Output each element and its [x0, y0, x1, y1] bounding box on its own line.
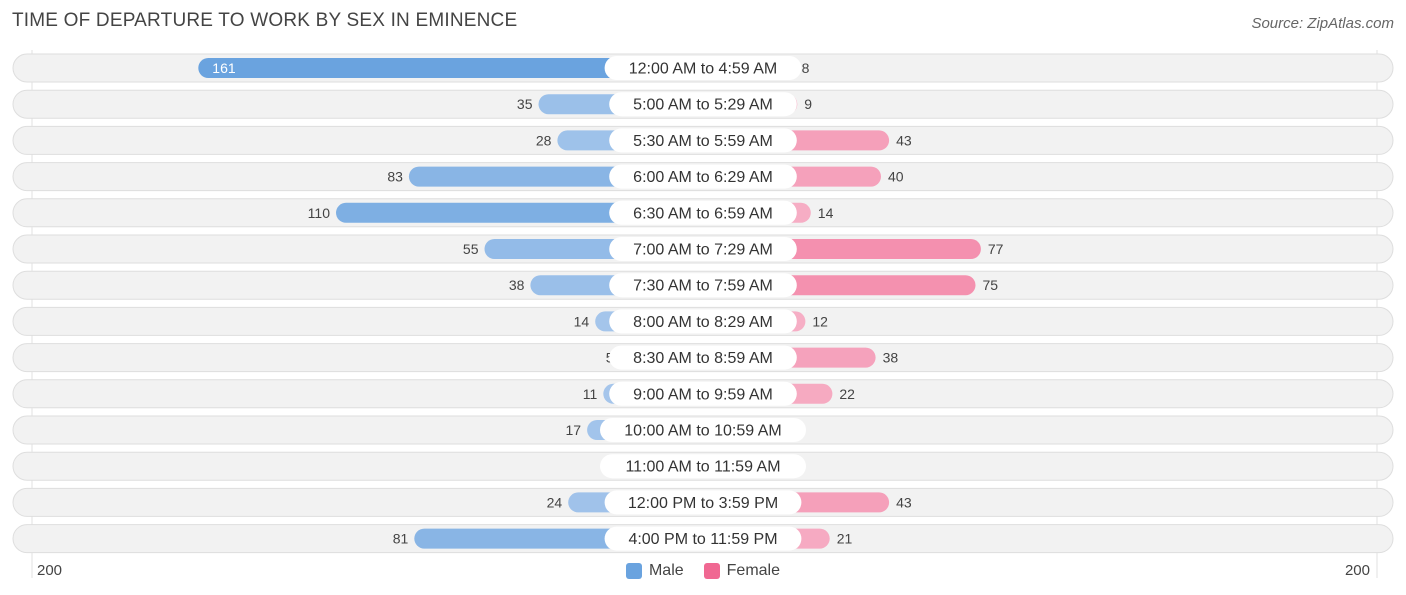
category-label: 4:00 PM to 11:59 PM: [628, 531, 777, 548]
category-label: 5:30 AM to 5:59 AM: [633, 133, 773, 150]
category-label: 12:00 AM to 4:59 AM: [629, 61, 778, 78]
value-label-female: 38: [883, 350, 899, 366]
axis-right-label: 200: [1344, 562, 1370, 579]
category-label: 12:00 PM to 3:59 PM: [628, 495, 778, 512]
value-label-female: 75: [983, 277, 999, 293]
value-label-male: 81: [393, 531, 409, 547]
axis-left-label: 200: [37, 562, 63, 579]
category-label: 6:00 AM to 6:29 AM: [633, 169, 773, 186]
category-pill: [604, 526, 802, 551]
category-label: 10:00 AM to 10:59 AM: [624, 423, 781, 440]
value-label-male: 28: [536, 132, 552, 148]
value-label-female: 43: [896, 494, 912, 510]
bar-male: [198, 58, 704, 78]
value-label-male: 110: [308, 205, 331, 221]
value-label-female: 12: [812, 313, 828, 329]
category-label: 9:00 AM to 9:59 AM: [633, 386, 773, 403]
value-label-male: 83: [387, 169, 403, 185]
category-label: 11:00 AM to 11:59 AM: [625, 459, 780, 476]
category-pill: [609, 345, 797, 370]
value-label-male: 55: [463, 241, 479, 257]
category-pill: [609, 237, 797, 261]
category-label: 7:30 AM to 7:59 AM: [633, 278, 773, 295]
category-pill: [609, 273, 797, 298]
chart-title: TIME OF DEPARTURE TO WORK BY SEX IN EMIN…: [12, 10, 518, 31]
value-label-female: 77: [988, 241, 1004, 257]
category-pill: [604, 56, 802, 80]
category-label: 8:00 AM to 8:29 AM: [633, 314, 773, 331]
value-label-male: 17: [566, 422, 582, 438]
value-label-male: 14: [574, 313, 590, 329]
category-pill: [609, 128, 797, 153]
value-label-male: 24: [547, 494, 563, 510]
category-pill: [609, 164, 797, 189]
category-label: 7:00 AM to 7:29 AM: [633, 242, 773, 259]
source-label: Source: ZipAtlas.com: [1251, 15, 1394, 32]
legend: Male Female: [0, 561, 1406, 581]
legend-label-male: Male: [648, 562, 684, 579]
category-label: 6:30 AM to 6:59 AM: [633, 205, 773, 222]
legend-label-female: Female: [726, 562, 781, 579]
category-pill: [609, 200, 797, 225]
value-label-male: 35: [517, 96, 533, 112]
legend-item-female[interactable]: Female: [703, 562, 781, 580]
value-label-female: 9: [804, 96, 812, 112]
category-pill: [609, 381, 797, 406]
category-label: 8:30 AM to 8:59 AM: [633, 350, 773, 367]
legend-swatch-male: [625, 563, 642, 579]
legend-swatch-female: [703, 563, 720, 579]
value-label-male: 11: [583, 386, 598, 402]
category-pill: [609, 309, 797, 334]
value-label-female: 21: [837, 531, 853, 547]
category-label: 5:00 AM to 5:29 AM: [633, 97, 773, 114]
legend-item-male[interactable]: Male: [625, 562, 684, 580]
value-label-female: 22: [839, 386, 855, 402]
category-pill: [604, 490, 802, 515]
value-label-male: 161: [212, 60, 236, 76]
category-pill: [600, 418, 806, 442]
value-label-female: 8: [802, 60, 810, 76]
value-label-female: 40: [888, 169, 904, 185]
category-pill: [609, 92, 797, 117]
category-pill: [600, 454, 806, 479]
value-label-male: 38: [509, 277, 525, 293]
value-label-female: 14: [818, 205, 834, 221]
value-label-female: 43: [896, 132, 912, 148]
